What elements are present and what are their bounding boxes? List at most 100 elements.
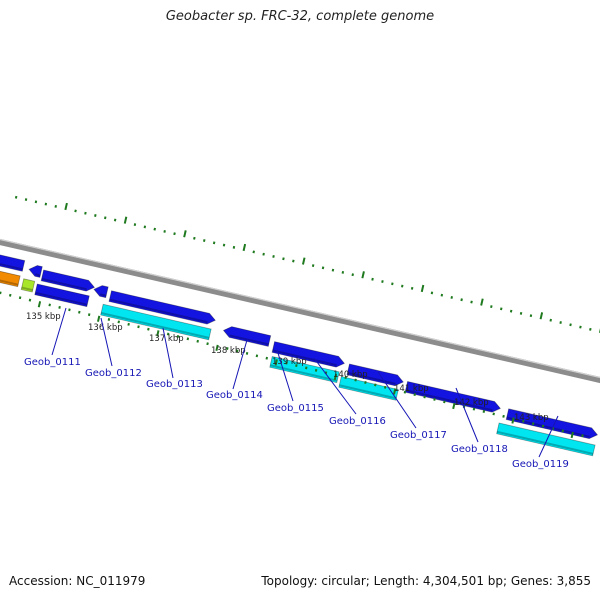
rna-gene[interactable] xyxy=(0,269,21,288)
outer-minor-tick xyxy=(579,325,582,329)
inner-major-tick xyxy=(274,359,278,366)
inner-minor-tick xyxy=(443,400,446,404)
gene-shade xyxy=(35,273,41,277)
outer-minor-tick xyxy=(232,245,236,249)
outer-minor-tick xyxy=(113,218,117,222)
inner-minor-tick xyxy=(492,412,495,416)
gene-shade xyxy=(35,291,88,306)
outer-minor-tick xyxy=(381,280,384,283)
outer-minor-tick xyxy=(311,264,315,268)
outer-minor-tick xyxy=(460,298,463,302)
gene-shade xyxy=(21,286,33,292)
forward-gene[interactable] xyxy=(505,408,599,440)
inner-minor-tick xyxy=(561,429,565,433)
outer-minor-tick xyxy=(103,216,107,220)
gene-leader-line xyxy=(100,317,113,367)
gene-features xyxy=(0,254,599,457)
outer-minor-tick xyxy=(569,323,572,327)
outer-minor-tick xyxy=(14,195,18,199)
outer-minor-tick xyxy=(94,214,97,217)
outer-minor-tick xyxy=(143,225,147,229)
forward-gene[interactable] xyxy=(346,363,404,387)
genome-summary: Topology: circular; Length: 4,304,501 bp… xyxy=(261,574,591,588)
outer-major-tick xyxy=(301,257,306,265)
gene-label[interactable]: Geob_0115 xyxy=(267,403,324,414)
forward-gene[interactable] xyxy=(222,326,272,347)
reverse-gene[interactable] xyxy=(100,303,212,341)
outer-minor-tick xyxy=(282,257,285,261)
gene-shade xyxy=(339,384,397,400)
forward-gene[interactable] xyxy=(271,341,346,368)
gene-leader-line xyxy=(538,415,559,458)
forward-gene[interactable] xyxy=(28,265,43,278)
gene-leader-line xyxy=(276,349,294,402)
outer-minor-tick xyxy=(321,266,325,270)
kbp-label: 141 kbp xyxy=(394,384,429,394)
forward-gene[interactable] xyxy=(40,269,96,292)
inner-minor-tick xyxy=(107,318,111,321)
gene-label[interactable]: Geob_0113 xyxy=(146,379,203,390)
outer-minor-tick xyxy=(371,277,374,281)
inner-major-tick xyxy=(215,344,219,351)
inner-minor-tick xyxy=(374,383,377,387)
gene-shade xyxy=(0,263,23,271)
forward-gene[interactable] xyxy=(93,285,109,299)
forward-gene[interactable] xyxy=(34,283,90,308)
outer-minor-tick xyxy=(490,305,493,309)
kbp-labels: 135 kbp 136 kbp 137 kbp 138 kbp 139 kbp 140 k… xyxy=(26,312,549,423)
inner-major-tick xyxy=(452,402,456,410)
gene-shade xyxy=(41,277,87,291)
outer-ticks xyxy=(14,195,600,333)
kbp-label: 143 kbp xyxy=(514,413,549,423)
kbp-label: 135 kbp xyxy=(26,312,61,322)
outer-minor-tick xyxy=(173,232,176,236)
inner-minor-tick xyxy=(78,310,81,314)
gene-leader-line xyxy=(313,357,357,415)
reverse-gene[interactable] xyxy=(496,422,596,457)
inner-major-tick xyxy=(393,388,397,395)
inner-minor-tick xyxy=(137,325,140,329)
gene-label[interactable]: Geob_0111 xyxy=(24,357,81,368)
outer-minor-tick xyxy=(430,291,434,295)
outer-minor-tick xyxy=(341,270,345,274)
inner-minor-tick xyxy=(482,410,486,413)
kbp-label: 137 kbp xyxy=(149,334,184,344)
inner-major-tick xyxy=(333,373,338,381)
inner-minor-tick xyxy=(245,351,249,355)
kbp-label: 142 kbp xyxy=(454,398,489,408)
outer-minor-tick xyxy=(410,286,414,290)
outer-major-tick xyxy=(123,216,128,224)
inner-minor-tick xyxy=(265,356,269,360)
outer-minor-tick xyxy=(133,223,137,227)
inner-minor-tick xyxy=(0,291,2,295)
outer-minor-tick xyxy=(351,273,354,277)
gene-label[interactable]: Geob_0114 xyxy=(206,390,263,401)
inner-minor-tick xyxy=(255,354,259,358)
inner-minor-tick xyxy=(502,414,505,418)
inner-major-tick xyxy=(97,315,101,322)
gene-label[interactable]: Geob_0112 xyxy=(85,368,142,379)
gene-label[interactable]: Geob_0117 xyxy=(390,430,447,441)
gene-label[interactable]: Geob_0119 xyxy=(512,459,569,470)
backbone-line xyxy=(0,238,600,384)
outer-major-tick xyxy=(420,284,425,293)
gene-leader-line xyxy=(455,387,479,443)
gene-label[interactable]: Geob_0116 xyxy=(329,416,386,427)
reverse-gene[interactable] xyxy=(338,376,399,401)
gene-label[interactable]: Geob_0118 xyxy=(451,444,508,455)
backbone xyxy=(0,238,600,384)
forward-gene[interactable] xyxy=(0,254,26,272)
other-gene[interactable] xyxy=(20,278,36,293)
inner-minor-tick xyxy=(68,308,71,312)
outer-minor-tick xyxy=(272,255,275,258)
forward-gene[interactable] xyxy=(404,380,501,413)
outer-major-tick xyxy=(64,202,68,211)
inner-minor-tick xyxy=(295,364,298,367)
inner-minor-tick xyxy=(18,296,22,300)
inner-minor-tick xyxy=(531,422,535,426)
forward-gene[interactable] xyxy=(108,290,216,325)
inner-minor-tick xyxy=(117,320,121,324)
inner-minor-tick xyxy=(176,335,180,338)
outer-minor-tick xyxy=(499,307,503,311)
